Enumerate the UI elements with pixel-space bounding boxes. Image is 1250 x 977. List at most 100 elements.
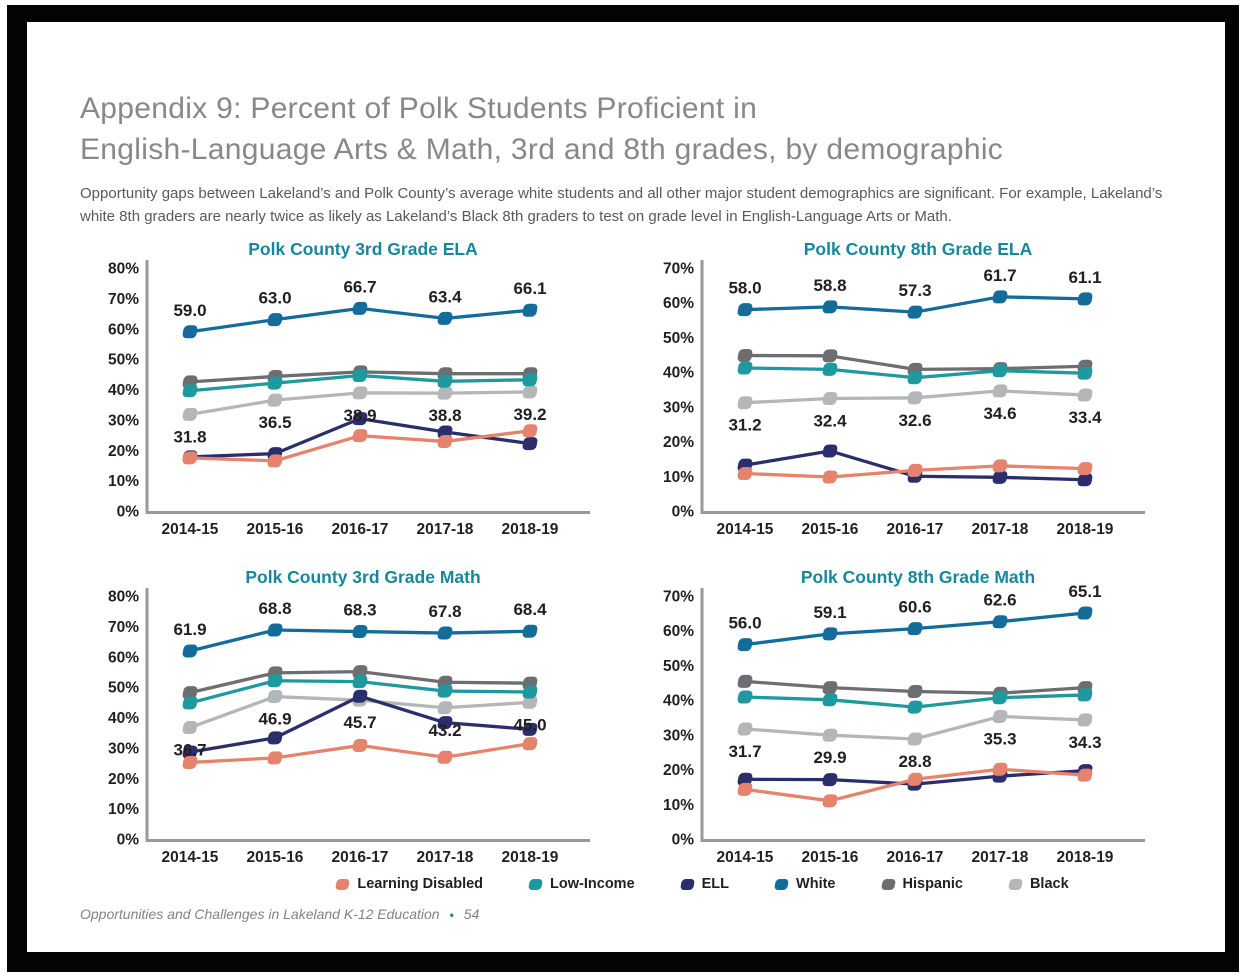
data-point-marker-low-income bbox=[267, 376, 283, 390]
data-label-black: 38.9 bbox=[343, 406, 376, 425]
data-point-marker-learning-disabled bbox=[1077, 462, 1093, 476]
data-point-marker-learning-disabled bbox=[992, 459, 1008, 473]
data-point-marker-learning-disabled bbox=[437, 750, 453, 764]
data-point-marker-white bbox=[737, 638, 753, 652]
data-point-marker-white bbox=[737, 303, 753, 317]
legend-item-learning-disabled: Learning Disabled bbox=[335, 876, 484, 892]
marker-shape bbox=[267, 731, 283, 745]
y-tick-label: 60% bbox=[108, 321, 139, 338]
legend-label: Hispanic bbox=[902, 876, 963, 892]
data-label-white: 67.8 bbox=[428, 602, 461, 621]
data-point-marker-low-income bbox=[907, 700, 923, 714]
y-tick-label: 60% bbox=[663, 295, 694, 312]
y-tick-label: 50% bbox=[108, 680, 139, 697]
data-point-marker-white bbox=[992, 615, 1008, 629]
data-label-white: 59.0 bbox=[173, 301, 206, 320]
page-title-line-1: Appendix 9: Percent of Polk Students Pro… bbox=[80, 92, 758, 125]
marker-shape bbox=[522, 695, 538, 709]
marker-shape bbox=[182, 407, 198, 421]
marker-shape bbox=[737, 467, 753, 481]
marker-shape bbox=[437, 374, 453, 388]
marker-shape bbox=[907, 463, 923, 477]
data-label-white: 60.6 bbox=[898, 598, 931, 617]
chart-polk-county-3rd-grade-ela: Polk County 3rd Grade ELA 0% 10% 20% 30% 40% 5… bbox=[85, 238, 630, 550]
page-number: 54 bbox=[463, 906, 480, 922]
y-tick-label: 80% bbox=[108, 589, 139, 606]
data-point-marker-hispanic bbox=[907, 684, 923, 698]
x-tick-label: 2017-18 bbox=[972, 521, 1029, 538]
data-point-marker-ell bbox=[822, 444, 838, 458]
marker-shape bbox=[522, 722, 538, 736]
y-tick-label: 20% bbox=[663, 434, 694, 451]
marker-shape bbox=[992, 615, 1008, 629]
marker-shape bbox=[737, 396, 753, 410]
chart-polk-county-8th-grade-math: Polk County 8th Grade Math 0% 10% 20% 30% 40%… bbox=[640, 566, 1185, 878]
y-tick-label: 30% bbox=[108, 412, 139, 429]
marker-shape bbox=[352, 738, 368, 752]
x-tick-label: 2018-19 bbox=[502, 849, 559, 866]
y-tick-label: 80% bbox=[108, 261, 139, 278]
legend: Learning Disabled Low-Income ELL White Hispa… bbox=[0, 876, 1250, 892]
data-point-marker-white bbox=[822, 300, 838, 314]
data-point-marker-hispanic bbox=[822, 349, 838, 363]
data-label-white: 63.0 bbox=[258, 289, 291, 308]
marker-shape bbox=[822, 300, 838, 314]
marker-shape bbox=[737, 782, 753, 796]
data-label-white: 58.0 bbox=[728, 279, 761, 298]
data-label-black: 45.0 bbox=[513, 715, 546, 734]
marker-shape bbox=[522, 437, 538, 451]
marker-shape bbox=[907, 622, 923, 636]
marker-shape bbox=[1077, 473, 1093, 487]
marker-shape bbox=[437, 626, 453, 640]
data-point-marker-learning-disabled bbox=[182, 451, 198, 465]
data-point-marker-learning-disabled bbox=[907, 772, 923, 786]
data-point-marker-white bbox=[437, 311, 453, 325]
data-label-black: 46.9 bbox=[258, 710, 291, 729]
marker-shape bbox=[1077, 768, 1093, 782]
data-point-marker-learning-disabled bbox=[992, 762, 1008, 776]
data-point-marker-learning-disabled bbox=[737, 782, 753, 796]
legend-label: Learning Disabled bbox=[357, 876, 484, 892]
data-label-black: 34.3 bbox=[1068, 733, 1101, 752]
data-label-white: 68.3 bbox=[343, 601, 376, 620]
data-label-white: 58.8 bbox=[813, 276, 846, 295]
data-point-marker-learning-disabled bbox=[267, 454, 283, 468]
chart-title: Polk County 8th Grade Math bbox=[801, 567, 1035, 587]
data-point-marker-black bbox=[822, 392, 838, 406]
data-point-marker-black bbox=[182, 407, 198, 421]
x-tick-label: 2014-15 bbox=[162, 521, 219, 538]
legend-label: Black bbox=[1029, 876, 1069, 892]
y-tick-label: 70% bbox=[108, 619, 139, 636]
marker-shape bbox=[992, 364, 1008, 378]
footer: Opportunities and Challenges in Lakeland… bbox=[80, 906, 479, 922]
data-label-white: 66.7 bbox=[343, 277, 376, 296]
marker-shape bbox=[352, 369, 368, 383]
marker-shape bbox=[1077, 388, 1093, 402]
data-label-white: 61.1 bbox=[1068, 268, 1101, 287]
marker-shape bbox=[182, 686, 198, 700]
data-point-marker-black bbox=[522, 385, 538, 399]
data-point-marker-low-income bbox=[182, 696, 198, 710]
data-point-marker-low-income bbox=[182, 384, 198, 398]
marker-shape bbox=[522, 373, 538, 387]
data-point-marker-low-income bbox=[822, 693, 838, 707]
marker-shape bbox=[907, 772, 923, 786]
marker-shape bbox=[822, 693, 838, 707]
data-point-marker-black bbox=[437, 701, 453, 715]
marker-shape bbox=[522, 424, 538, 438]
marker-shape bbox=[522, 737, 538, 751]
y-tick-label: 0% bbox=[117, 832, 140, 849]
marker-shape bbox=[907, 732, 923, 746]
marker-shape bbox=[907, 684, 923, 698]
data-label-black: 33.4 bbox=[1068, 408, 1102, 427]
x-tick-label: 2017-18 bbox=[972, 849, 1029, 866]
page-description-line-2: white 8th graders are nearly twice as li… bbox=[80, 208, 952, 225]
data-point-marker-ell bbox=[352, 412, 368, 426]
data-point-marker-low-income bbox=[267, 674, 283, 688]
marker-shape bbox=[437, 386, 453, 400]
marker-shape bbox=[737, 361, 753, 375]
marker-shape bbox=[182, 755, 198, 769]
y-tick-label: 40% bbox=[663, 693, 694, 710]
data-point-marker-black bbox=[822, 728, 838, 742]
data-point-marker-low-income bbox=[352, 675, 368, 689]
